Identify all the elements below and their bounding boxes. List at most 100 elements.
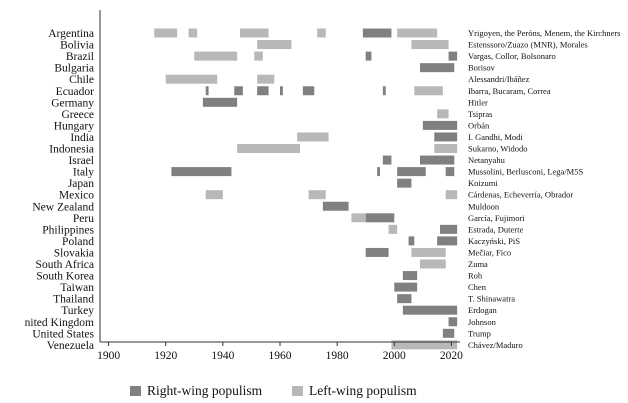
span-philippines-1-right bbox=[440, 224, 458, 234]
country-label-argentina: Argentina bbox=[48, 28, 94, 40]
span-mexico-2-left bbox=[445, 190, 458, 200]
x-tick-label-2020: 2020 bbox=[440, 350, 463, 362]
x-tick-label-1980: 1980 bbox=[326, 350, 349, 362]
span-thailand-0-right bbox=[397, 294, 412, 304]
country-label-new-zealand: New Zealand bbox=[32, 201, 94, 213]
leader-label-ecuador: Ibarra, Bucaram, Correa bbox=[468, 86, 551, 96]
legend: Right-wing populism Left-wing populism bbox=[130, 383, 417, 398]
leader-label-germany: Hitler bbox=[468, 97, 488, 107]
leader-label-turkey: Erdogan bbox=[468, 305, 498, 315]
span-ecuador-5-right bbox=[382, 86, 386, 96]
country-label-israel: Israel bbox=[68, 155, 94, 167]
span-indonesia-1-left bbox=[434, 144, 458, 153]
country-label-nited-kingdom: nited Kingdom bbox=[25, 317, 94, 329]
leader-label-taiwan: Chen bbox=[468, 282, 487, 292]
span-ecuador-3-right bbox=[280, 86, 283, 96]
leader-label-india: I. Gandhi, Modi bbox=[468, 132, 523, 142]
country-label-indonesia: Indonesia bbox=[49, 144, 94, 156]
country-label-thailand: Thailand bbox=[53, 294, 94, 306]
legend-label-left: Left-wing populism bbox=[309, 383, 417, 398]
span-united-states-0-right bbox=[442, 328, 455, 338]
country-label-south-africa: South Africa bbox=[36, 259, 94, 271]
leader-label-israel: Netanyahu bbox=[468, 155, 506, 165]
leader-label-brazil: Vargas, Collor, Bolsonaro bbox=[468, 51, 556, 61]
legend-label-right: Right-wing populism bbox=[147, 383, 263, 398]
country-label-india: India bbox=[70, 132, 94, 144]
leader-label-peru: García, Fujimori bbox=[468, 213, 525, 223]
x-tick-label-2000: 2000 bbox=[383, 350, 406, 362]
country-label-turkey: Turkey bbox=[61, 305, 94, 317]
span-india-0-left bbox=[297, 132, 329, 142]
country-label-chile: Chile bbox=[69, 74, 94, 86]
leader-label-mexico: Cárdenas, Echeverría, Obrador bbox=[468, 190, 573, 200]
leader-label-nited-kingdom: Johnson bbox=[468, 317, 497, 327]
leader-label-poland: Kaczyński, PiS bbox=[468, 236, 520, 246]
span-chile-1-left bbox=[257, 74, 275, 84]
span-japan-0-right bbox=[397, 178, 412, 188]
span-argentina-1-left bbox=[188, 28, 198, 38]
leader-label-united-states: Trump bbox=[468, 328, 491, 338]
country-label-bulgaria: Bulgaria bbox=[54, 63, 94, 75]
leader-label-venezuela: Chávez/Maduro bbox=[468, 340, 523, 350]
span-poland-0-right bbox=[408, 236, 415, 246]
span-argentina-2-left bbox=[240, 28, 269, 38]
span-hungary-0-right bbox=[422, 120, 458, 130]
span-mexico-1-left bbox=[308, 190, 326, 200]
country-label-bolivia: Bolivia bbox=[60, 40, 94, 52]
leader-label-japan: Koizumi bbox=[468, 178, 498, 188]
span-slovakia-0-right bbox=[365, 247, 389, 257]
span-brazil-1-left bbox=[254, 51, 263, 61]
span-argentina-5-left bbox=[397, 28, 438, 38]
span-italy-1-right bbox=[377, 167, 380, 177]
span-indonesia-0-left bbox=[237, 144, 300, 153]
leader-label-greece: Tsipras bbox=[468, 109, 492, 119]
leader-labels: Yrigoyen, the Peróns, Menem, the Kirchne… bbox=[468, 28, 621, 350]
leader-label-south-korea: Roh bbox=[468, 271, 483, 281]
country-label-brazil: Brazil bbox=[66, 51, 94, 63]
span-peru-1-right bbox=[365, 213, 395, 223]
country-label-italy: Italy bbox=[73, 167, 94, 179]
span-taiwan-0-right bbox=[394, 282, 418, 292]
leader-label-bulgaria: Borisov bbox=[468, 63, 496, 73]
x-tick-label-1900: 1900 bbox=[97, 350, 120, 362]
span-slovakia-1-left bbox=[411, 247, 446, 257]
span-italy-0-right bbox=[171, 167, 232, 177]
leader-label-thailand: T. Shinawatra bbox=[468, 294, 515, 304]
span-chile-0-left bbox=[165, 74, 218, 84]
populism-spans bbox=[154, 28, 458, 350]
span-germany-0-right bbox=[202, 97, 238, 107]
country-label-hungary: Hungary bbox=[54, 120, 94, 132]
x-tick-label-1960: 1960 bbox=[269, 350, 292, 362]
span-south-korea-0-right bbox=[402, 271, 418, 281]
span-brazil-0-left bbox=[194, 51, 238, 61]
legend-swatch-right bbox=[130, 386, 141, 396]
span-israel-0-right bbox=[382, 155, 392, 165]
span-poland-1-right bbox=[437, 236, 458, 246]
leader-label-slovakia: Mečiar, Fico bbox=[468, 247, 511, 257]
span-south-africa-0-left bbox=[420, 259, 446, 269]
span-bulgaria-0-right bbox=[420, 63, 455, 73]
span-argentina-0-left bbox=[154, 28, 178, 38]
country-labels: ArgentinaBoliviaBrazilBulgariaChileEcuad… bbox=[25, 28, 95, 352]
country-label-venezuela: Venezuela bbox=[47, 340, 94, 352]
leader-label-hungary: Orbán bbox=[468, 120, 490, 130]
span-argentina-4-right bbox=[362, 28, 392, 38]
country-label-mexico: Mexico bbox=[59, 190, 94, 202]
leader-label-argentina: Yrigoyen, the Peróns, Menem, the Kirchne… bbox=[468, 28, 621, 38]
country-label-poland: Poland bbox=[62, 236, 94, 248]
country-label-taiwan: Taiwan bbox=[60, 282, 94, 294]
span-india-1-right bbox=[434, 132, 458, 142]
span-argentina-3-left bbox=[317, 28, 326, 38]
span-venezuela-0-left bbox=[391, 340, 458, 350]
span-ecuador-2-right bbox=[257, 86, 269, 96]
country-label-philippines: Philippines bbox=[42, 224, 94, 236]
country-label-peru: Peru bbox=[73, 213, 94, 225]
country-label-slovakia: Slovakia bbox=[54, 247, 94, 259]
country-label-south-korea: South Korea bbox=[36, 271, 94, 283]
span-peru-0-left bbox=[351, 213, 366, 223]
span-ecuador-1-right bbox=[234, 86, 243, 96]
country-label-ecuador: Ecuador bbox=[56, 86, 94, 98]
span-bolivia-0-left bbox=[257, 40, 292, 50]
span-ecuador-4-right bbox=[302, 86, 315, 96]
